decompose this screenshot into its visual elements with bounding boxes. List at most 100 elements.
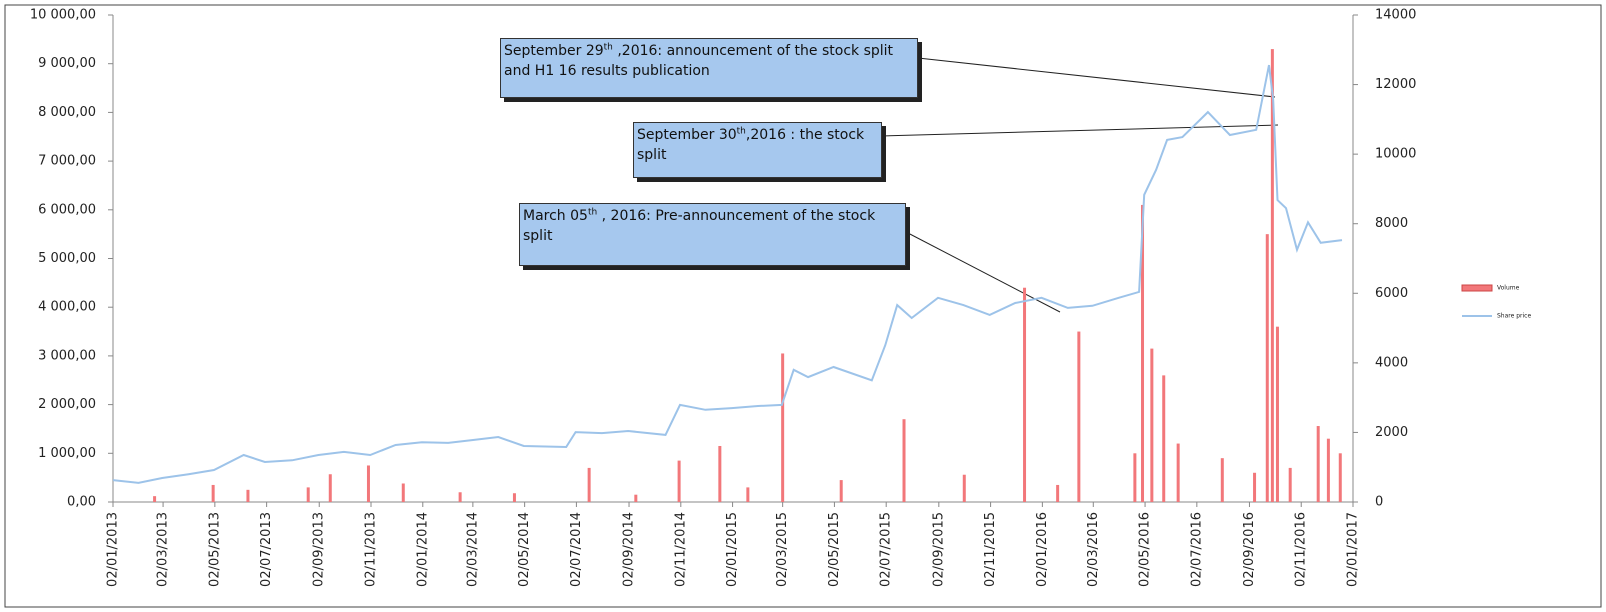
volume-bar: [1270, 49, 1274, 503]
x-tick-label: 02/07/2015: [879, 512, 894, 587]
volume-bar: [153, 496, 157, 502]
x-tick-label: 02/09/2014: [622, 512, 637, 587]
y2-tick-label: 14000: [1375, 8, 1416, 23]
x-tick-label: 02/07/2013: [259, 512, 274, 587]
volume-bar: [718, 445, 722, 502]
volume-bar: [677, 460, 681, 502]
y2-tick-label: 10000: [1375, 147, 1416, 162]
volume-bar: [746, 487, 750, 502]
volume-bar: [1077, 331, 1081, 502]
volume-bar: [1338, 453, 1342, 502]
volume-bar: [328, 474, 332, 502]
volume-bar: [962, 474, 966, 502]
legend-label: Volume: [1497, 285, 1520, 292]
y2-tick-label: 0: [1375, 495, 1383, 510]
y-tick-label: 4 000,00: [38, 300, 96, 315]
annotation-text: ,2016 : the stock split: [637, 127, 865, 163]
x-tick-label: 02/03/2016: [1086, 512, 1101, 587]
x-tick-label: 02/07/2016: [1189, 512, 1204, 587]
y-tick-label: 2 000,00: [38, 397, 96, 412]
annotation: September 29th ,2016: announcement of th…: [500, 38, 918, 98]
connector: [917, 57, 1276, 98]
volume-bar: [458, 492, 462, 502]
volume-bar: [634, 494, 638, 502]
y-tick-label: 7 000,00: [38, 154, 96, 169]
x-tick-label: 02/01/2017: [1346, 512, 1361, 587]
y-tick-label: 9 000,00: [38, 56, 96, 71]
volume-bar: [1275, 326, 1279, 502]
volume-bar: [781, 353, 785, 502]
volume-bar: [587, 467, 591, 502]
y-tick-label: 1 000,00: [38, 446, 96, 461]
volume-bar: [1023, 287, 1027, 502]
y2-tick-label: 6000: [1375, 286, 1408, 301]
x-tick-label: 02/07/2014: [569, 512, 584, 587]
x-tick-label: 02/03/2015: [775, 512, 790, 587]
volume-bar: [1150, 348, 1154, 502]
volume-bar: [401, 483, 405, 502]
x-tick-label: 02/05/2016: [1138, 512, 1153, 587]
volume-bar: [1326, 438, 1330, 502]
x-tick-label: 02/11/2014: [673, 512, 688, 587]
y-tick-label: 6 000,00: [38, 202, 96, 217]
legend-swatch: [1461, 284, 1493, 292]
annotation-text: September 30: [637, 127, 737, 143]
volume-bar: [1316, 426, 1320, 502]
volume-bar: [1162, 375, 1166, 502]
y-tick-label: 0,00: [67, 495, 96, 510]
y-tick-label: 10 000,00: [30, 8, 96, 23]
x-tick-label: 02/09/2016: [1242, 512, 1257, 587]
volume-bar: [1176, 443, 1180, 502]
volume-bar: [1141, 204, 1145, 502]
annotation: March 05th , 2016: Pre-announcement of t…: [519, 203, 906, 266]
annotation-text: March 05: [523, 208, 588, 224]
annotation-text: , 2016: Pre-announcement of the stock sp…: [523, 208, 876, 244]
volume-bar: [839, 480, 843, 502]
chart-frame: [4, 4, 1602, 608]
x-tick-label: 02/01/2015: [725, 512, 740, 587]
x-tick-label: 02/03/2013: [156, 512, 171, 587]
annotation-text: ,2016: announcement of the stock split a…: [504, 43, 894, 79]
annotation-text: th: [603, 42, 613, 53]
x-tick-label: 02/11/2016: [1294, 512, 1309, 587]
legend-label: Share price: [1497, 313, 1531, 320]
volume-bar: [1133, 453, 1137, 502]
y-tick-label: 3 000,00: [38, 348, 96, 363]
connector: [881, 124, 1279, 137]
volume-bar: [512, 493, 516, 502]
x-tick-label: 02/05/2014: [517, 512, 532, 587]
volume-bar: [1288, 467, 1292, 502]
volume-bar: [1253, 472, 1257, 502]
volume-bar: [1220, 458, 1224, 502]
annotation-text: th: [736, 126, 746, 137]
price-line: [112, 64, 1343, 484]
x-tick-label: 02/01/2016: [1035, 512, 1050, 587]
annotation: September 30th,2016 : the stock split: [633, 122, 882, 178]
volume-bar: [246, 489, 250, 502]
x-tick-label: 02/01/2013: [106, 512, 121, 587]
annotation-text: September 29: [504, 43, 604, 59]
annotation-text: th: [587, 207, 598, 218]
y2-tick-label: 12000: [1375, 77, 1416, 92]
connector: [905, 231, 1061, 313]
x-tick-label: 02/11/2015: [983, 512, 998, 587]
y-tick-label: 8 000,00: [38, 105, 96, 120]
volume-bar: [211, 484, 215, 502]
volume-bar: [306, 487, 310, 502]
y2-tick-label: 8000: [1375, 216, 1408, 231]
volume-bar: [366, 465, 370, 502]
x-tick-label: 02/01/2014: [415, 512, 430, 587]
x-tick-label: 02/05/2013: [207, 512, 222, 587]
volume-bar: [1265, 234, 1269, 502]
y-tick-label: 5 000,00: [38, 251, 96, 266]
y2-tick-label: 2000: [1375, 425, 1408, 440]
y2-tick-label: 4000: [1375, 355, 1408, 370]
volume-bar: [902, 419, 906, 502]
volume-bar: [1056, 484, 1060, 502]
x-tick-label: 02/11/2013: [364, 512, 379, 587]
x-tick-label: 02/09/2013: [312, 512, 327, 587]
x-tick-label: 02/05/2015: [827, 512, 842, 587]
x-tick-label: 02/09/2015: [931, 512, 946, 587]
